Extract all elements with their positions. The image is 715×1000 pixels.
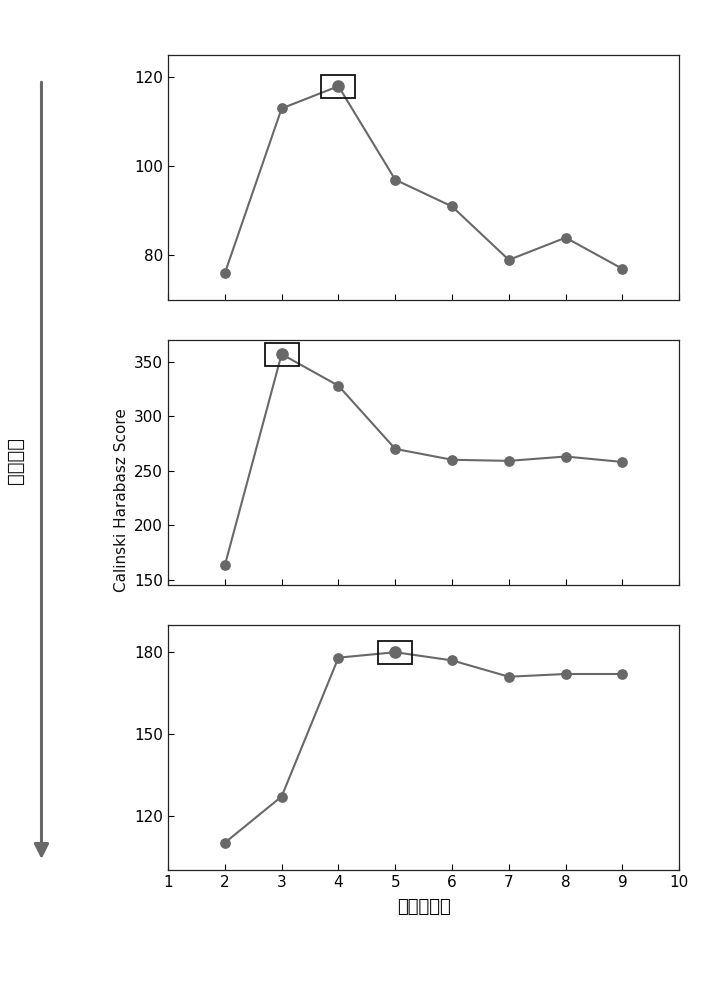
Point bbox=[503, 453, 515, 469]
Point bbox=[390, 441, 401, 457]
Point bbox=[332, 650, 344, 666]
Point bbox=[390, 172, 401, 188]
Point bbox=[390, 644, 401, 660]
X-axis label: 子种群数目: 子种群数目 bbox=[397, 898, 450, 916]
Point bbox=[503, 669, 515, 685]
Point bbox=[446, 652, 458, 668]
Point bbox=[219, 835, 230, 851]
Text: 迭代次数: 迭代次数 bbox=[6, 436, 25, 484]
Point bbox=[332, 378, 344, 394]
Text: Calinski Harabasz Score: Calinski Harabasz Score bbox=[114, 408, 129, 592]
Point bbox=[276, 346, 287, 362]
Bar bbox=[378, 641, 413, 664]
Point bbox=[390, 644, 401, 660]
Point bbox=[219, 265, 230, 281]
Point bbox=[446, 198, 458, 214]
Point bbox=[446, 452, 458, 468]
Point bbox=[503, 252, 515, 268]
Point bbox=[617, 666, 628, 682]
Point bbox=[617, 454, 628, 470]
Bar bbox=[321, 75, 355, 98]
Point bbox=[219, 557, 230, 573]
Bar bbox=[265, 343, 299, 366]
Point bbox=[560, 230, 571, 246]
Point bbox=[332, 78, 344, 94]
Point bbox=[276, 346, 287, 362]
Point bbox=[617, 261, 628, 277]
Point bbox=[276, 788, 287, 804]
Point bbox=[560, 666, 571, 682]
Point bbox=[276, 100, 287, 116]
Point bbox=[560, 449, 571, 465]
Point bbox=[332, 78, 344, 94]
